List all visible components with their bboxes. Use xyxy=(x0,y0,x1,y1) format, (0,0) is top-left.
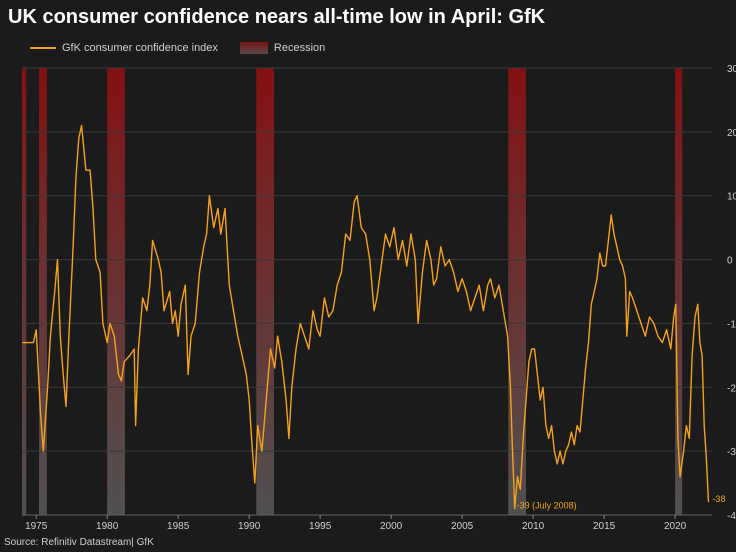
y-tick-label: 30 xyxy=(727,64,736,75)
y-tick-label: 20 xyxy=(727,128,736,139)
y-tick-label: 0 xyxy=(727,256,733,267)
legend-line-swatch xyxy=(30,47,56,49)
legend-item-series: GfK consumer confidence index xyxy=(30,42,218,54)
y-tick-label: -20 xyxy=(727,383,736,394)
chart-legend: GfK consumer confidence index Recession xyxy=(30,42,325,54)
recession-band xyxy=(39,68,47,515)
data-annotation: -39 (July 2008) xyxy=(517,501,577,511)
legend-recession-label: Recession xyxy=(273,42,326,54)
recession-band xyxy=(508,68,527,515)
series-line xyxy=(22,124,710,510)
legend-series-label: GfK consumer confidence index xyxy=(62,42,218,54)
legend-item-recession: Recession xyxy=(239,42,326,54)
x-tick-label: 1980 xyxy=(96,521,119,532)
x-tick-label: 1990 xyxy=(238,521,261,532)
recession-band xyxy=(22,68,27,515)
x-tick-label: 1995 xyxy=(309,521,332,532)
y-tick-label: 10 xyxy=(727,192,736,203)
source-note: Source: Refinitiv Datastream| GfK xyxy=(4,537,154,548)
x-tick-label: 1985 xyxy=(167,521,190,532)
legend-recession-swatch xyxy=(239,42,268,54)
x-tick-label: 2010 xyxy=(522,521,545,532)
data-annotation: -38 xyxy=(712,494,725,504)
x-tick-label: 2015 xyxy=(593,521,616,532)
recession-band xyxy=(256,68,275,515)
chart-title: UK consumer confidence nears all-time lo… xyxy=(8,6,546,28)
y-tick-label: -30 xyxy=(727,447,736,458)
x-tick-label: 2005 xyxy=(451,521,474,532)
x-tick-label: 2000 xyxy=(380,521,403,532)
y-tick-label: -10 xyxy=(727,319,736,330)
recession-band xyxy=(675,68,683,515)
x-tick-label: 2020 xyxy=(664,521,687,532)
recession-band xyxy=(107,68,125,515)
x-tick-label: 1975 xyxy=(25,521,48,532)
y-tick-label: -40 xyxy=(727,511,736,522)
